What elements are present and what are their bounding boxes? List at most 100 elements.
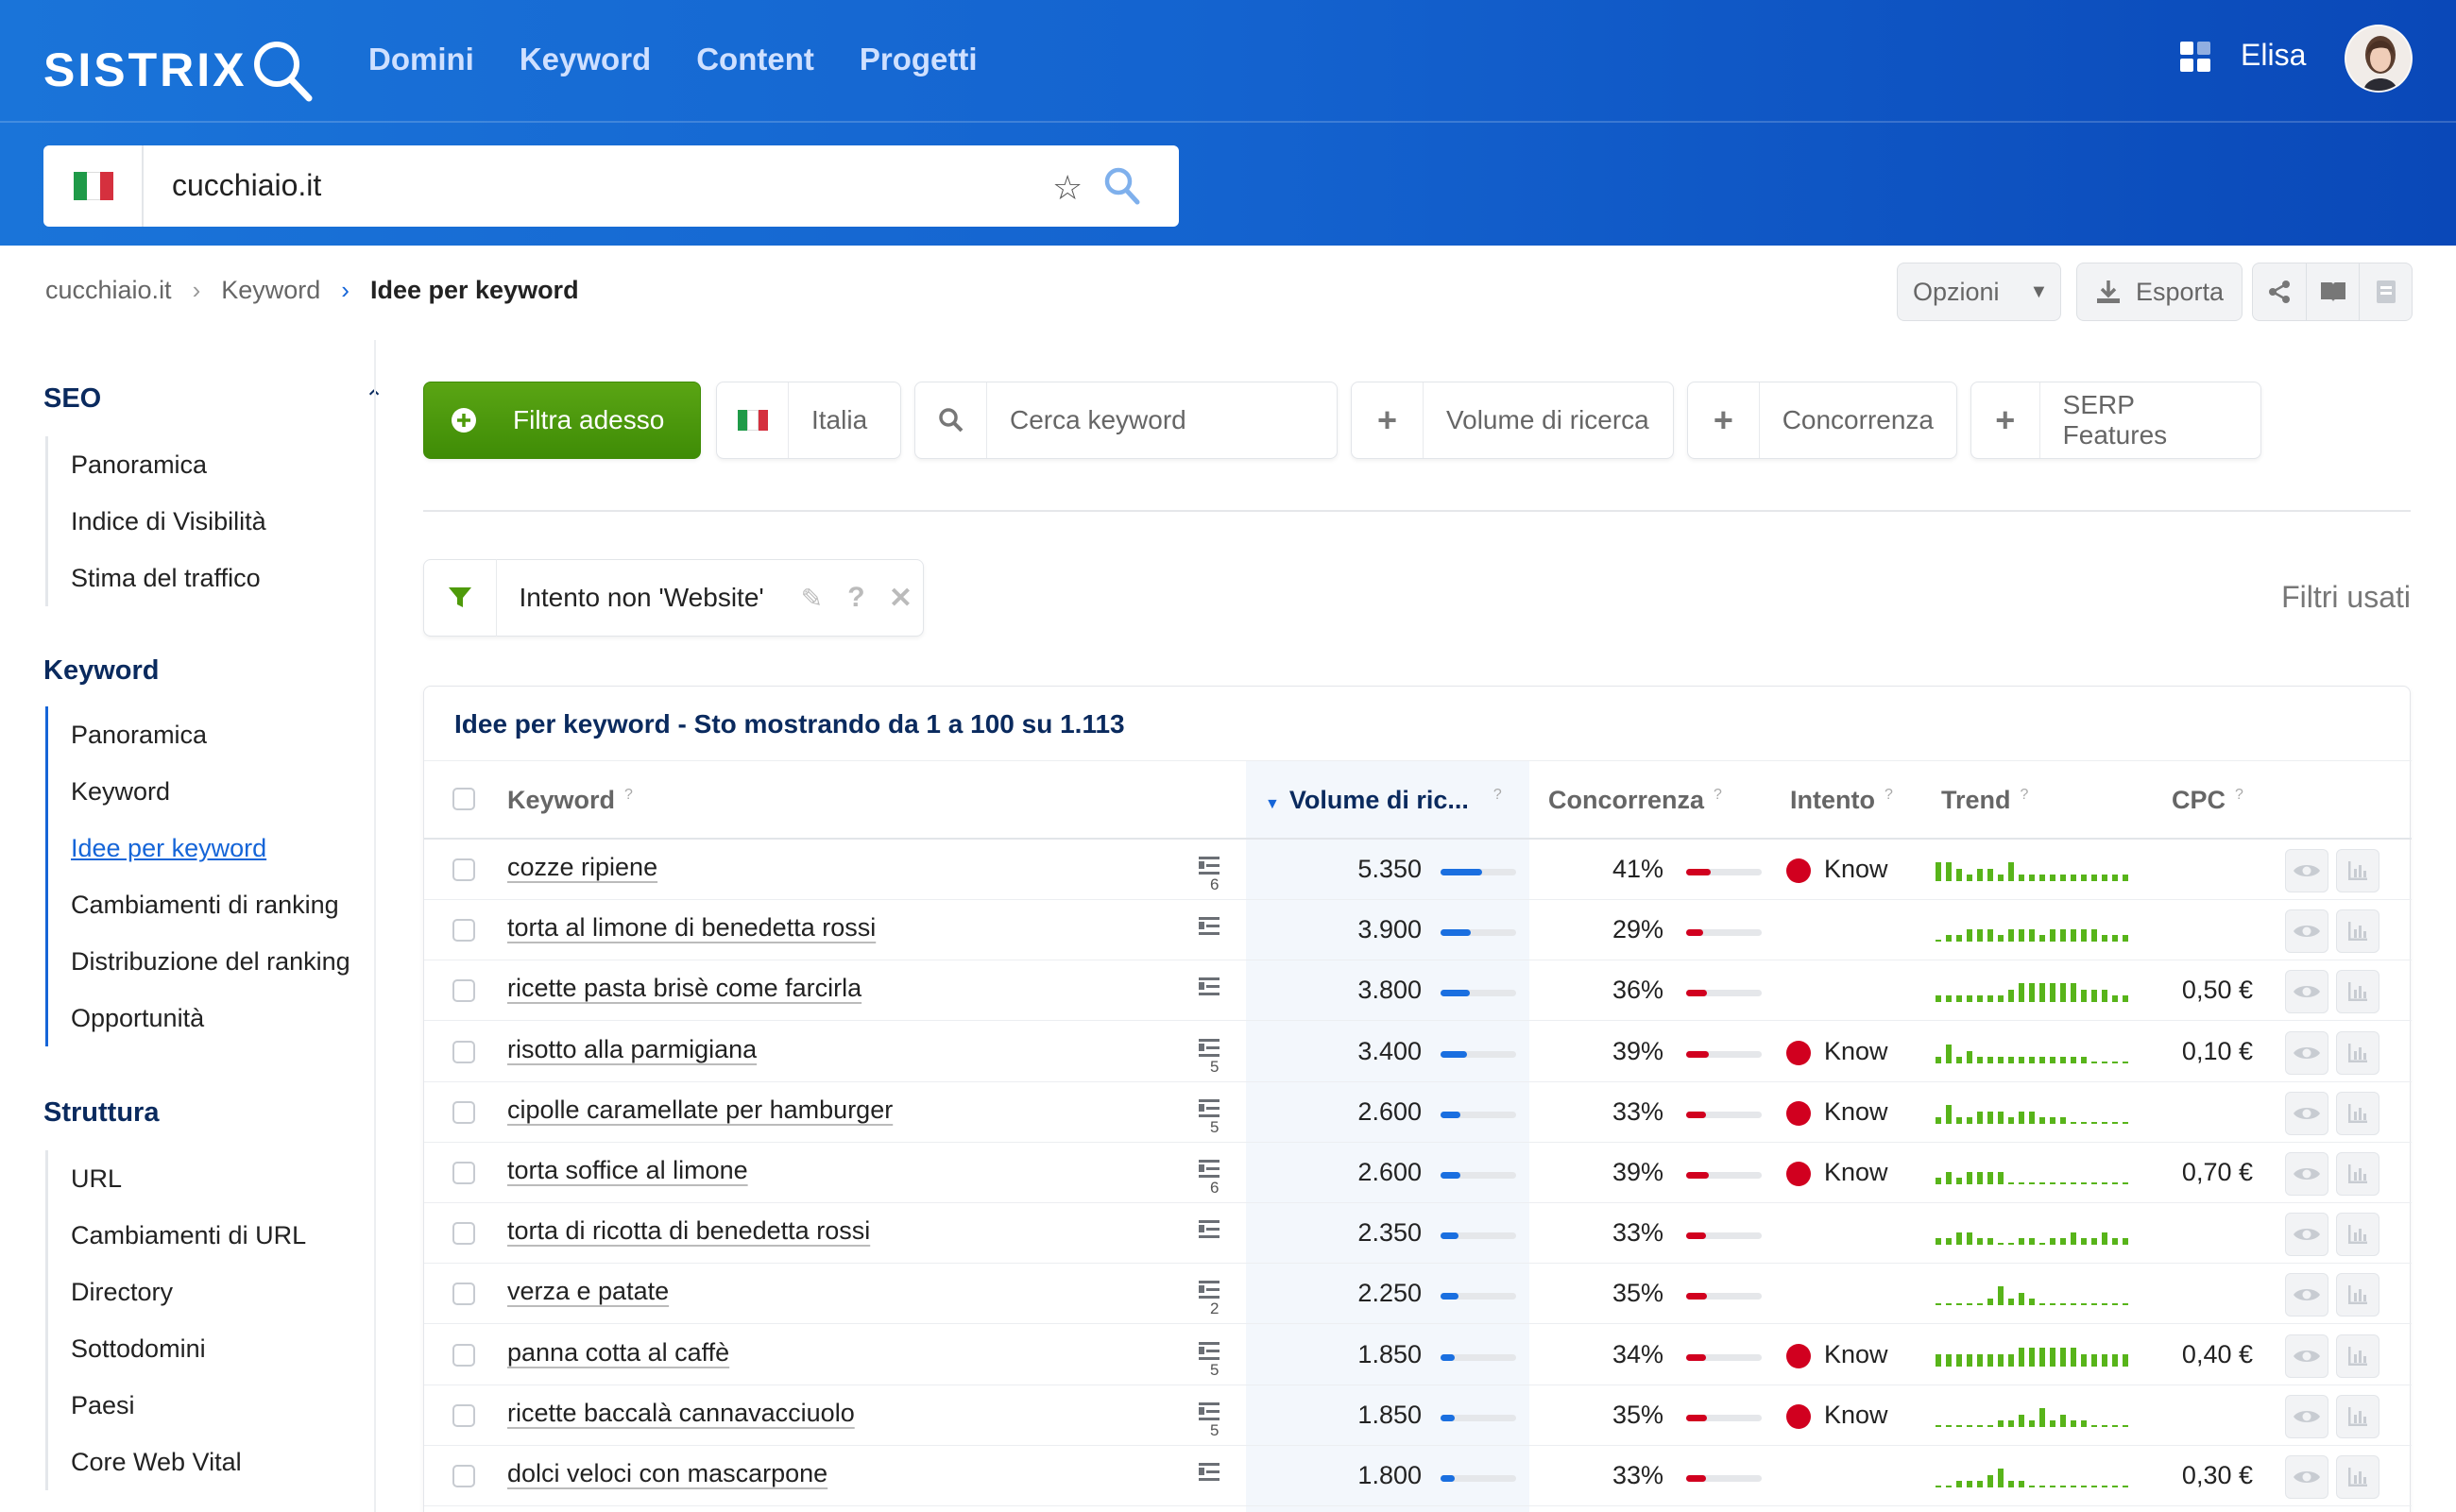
- volume-filter[interactable]: + Volume di ricerca: [1351, 382, 1674, 459]
- breadcrumb-keyword[interactable]: Keyword: [221, 276, 321, 304]
- serp-features-icon[interactable]: 5: [1191, 1094, 1223, 1136]
- row-checkbox[interactable]: [452, 1283, 475, 1306]
- bar-chart-icon[interactable]: [2336, 970, 2379, 1014]
- close-icon[interactable]: ✕: [888, 582, 913, 614]
- eye-icon[interactable]: [2285, 1273, 2328, 1317]
- sidebar-item-distribuzione-ranking[interactable]: Distribuzione del ranking: [71, 947, 350, 976]
- bar-chart-icon[interactable]: [2336, 1213, 2379, 1257]
- bar-chart-icon[interactable]: [2336, 1273, 2379, 1317]
- eye-icon[interactable]: [2285, 1091, 2328, 1135]
- eye-icon[interactable]: [2285, 1152, 2328, 1196]
- sidebar-section-keyword[interactable]: Keyword: [43, 655, 160, 686]
- bar-chart-icon[interactable]: [2336, 1030, 2379, 1075]
- sidebar-item-sottodomini[interactable]: Sottodomini: [71, 1334, 206, 1363]
- serp-features-icon[interactable]: 2: [1191, 1275, 1223, 1317]
- bar-chart-icon[interactable]: [2336, 1455, 2379, 1499]
- serp-features-icon[interactable]: [1191, 1457, 1223, 1495]
- nav-domini[interactable]: Domini: [368, 42, 474, 76]
- nav-keyword[interactable]: Keyword: [519, 42, 652, 76]
- user-avatar[interactable]: [2345, 25, 2413, 93]
- export-button[interactable]: Esporta: [2076, 263, 2243, 321]
- keyword-link[interactable]: ricette baccalà cannavacciuolo: [507, 1398, 855, 1427]
- report-icon[interactable]: [2359, 263, 2412, 321]
- keyword-link[interactable]: dolci veloci con mascarpone: [507, 1459, 828, 1487]
- bar-chart-icon[interactable]: [2336, 1152, 2379, 1196]
- bar-chart-icon[interactable]: [2336, 1091, 2379, 1135]
- keyword-link[interactable]: panna cotta al caffè: [507, 1337, 730, 1367]
- italy-flag-icon[interactable]: [74, 172, 113, 200]
- used-filters-link[interactable]: Filtri usati: [2281, 580, 2411, 614]
- sidebar-item-seo-panoramica[interactable]: Panoramica: [71, 450, 208, 479]
- eye-icon[interactable]: [2285, 1334, 2328, 1378]
- chevron-down-icon[interactable]: ▼: [2029, 280, 2049, 302]
- row-checkbox[interactable]: [452, 1100, 475, 1124]
- competition-filter[interactable]: + Concorrenza: [1687, 382, 1957, 459]
- column-keyword[interactable]: Keyword?: [507, 786, 633, 814]
- keyword-link[interactable]: torta soffice al limone: [507, 1156, 748, 1184]
- row-checkbox[interactable]: [452, 979, 475, 1003]
- serp-features-icon[interactable]: 6: [1191, 1154, 1223, 1197]
- bar-chart-icon[interactable]: [2336, 909, 2379, 954]
- row-checkbox[interactable]: [452, 1162, 475, 1184]
- keyword-search-field[interactable]: Cerca keyword: [914, 382, 1338, 459]
- sidebar-item-cambiamenti-url[interactable]: Cambiamenti di URL: [71, 1221, 307, 1249]
- sidebar-item-stima-traffico[interactable]: Stima del traffico: [71, 564, 261, 592]
- sidebar-item-indice-visibilita[interactable]: Indice di Visibilità: [71, 507, 266, 535]
- serp-features-icon[interactable]: 5: [1191, 1033, 1223, 1076]
- column-trend[interactable]: Trend?: [1941, 786, 2029, 814]
- keyword-link[interactable]: torta al limone di benedetta rossi: [507, 913, 877, 943]
- country-filter[interactable]: Italia: [716, 382, 901, 459]
- column-intent[interactable]: Intento?: [1790, 786, 1893, 814]
- sidebar-item-directory[interactable]: Directory: [71, 1278, 174, 1306]
- row-checkbox[interactable]: [452, 1465, 475, 1487]
- eye-icon[interactable]: [2285, 1213, 2328, 1257]
- column-competition[interactable]: Concorrenza?: [1548, 786, 1722, 814]
- nav-progetti[interactable]: Progetti: [859, 42, 978, 76]
- sidebar-item-kw-panoramica[interactable]: Panoramica: [71, 721, 208, 749]
- domain-search-bar[interactable]: cucchiaio.it ☆: [43, 145, 1179, 227]
- serp-features-filter[interactable]: + SERP Features: [1970, 382, 2261, 459]
- serp-features-icon[interactable]: 5: [1191, 1397, 1223, 1439]
- search-input[interactable]: cucchiaio.it: [172, 168, 322, 202]
- keyword-link[interactable]: risotto alla parmigiana: [507, 1034, 758, 1063]
- star-icon[interactable]: ☆: [1052, 168, 1083, 207]
- user-name[interactable]: Elisa: [2241, 38, 2307, 72]
- eye-icon[interactable]: [2285, 1030, 2328, 1075]
- serp-features-icon[interactable]: 5: [1191, 1336, 1223, 1379]
- sidebar-item-cambiamenti-ranking[interactable]: Cambiamenti di ranking: [71, 891, 339, 919]
- bar-chart-icon[interactable]: [2336, 849, 2379, 892]
- serp-features-icon[interactable]: 6: [1191, 851, 1223, 893]
- sidebar-section-struttura[interactable]: Struttura: [43, 1097, 160, 1128]
- row-checkbox[interactable]: [452, 919, 475, 943]
- column-volume[interactable]: ▼ Volume di ric...?: [1265, 786, 1502, 814]
- eye-icon[interactable]: [2285, 1394, 2328, 1438]
- sidebar-item-keyword[interactable]: Keyword: [71, 777, 171, 806]
- breadcrumb-domain[interactable]: cucchiaio.it: [45, 276, 172, 304]
- options-button[interactable]: Opzioni ▼: [1897, 263, 2061, 321]
- book-icon[interactable]: [2306, 263, 2359, 321]
- keyword-link[interactable]: ricette pasta brisè come farcirla: [507, 974, 862, 1003]
- sidebar-item-opportunita[interactable]: Opportunità: [71, 1004, 205, 1032]
- sidebar-item-idee-keyword[interactable]: Idee per keyword: [71, 834, 267, 862]
- nav-content[interactable]: Content: [696, 42, 814, 76]
- eye-icon[interactable]: [2285, 970, 2328, 1014]
- sidebar-item-core-web-vital[interactable]: Core Web Vital: [71, 1448, 242, 1476]
- sidebar-section-seo[interactable]: SEO: [43, 383, 102, 414]
- column-cpc[interactable]: CPC?: [2172, 786, 2243, 814]
- serp-features-icon[interactable]: [1191, 1215, 1223, 1252]
- apps-grid-icon[interactable]: [2180, 42, 2212, 74]
- help-icon[interactable]: ?: [847, 582, 865, 613]
- row-checkbox[interactable]: [452, 1403, 475, 1427]
- sistrix-logo[interactable]: SISTRIX: [43, 32, 315, 108]
- bar-chart-icon[interactable]: [2336, 1394, 2379, 1438]
- keyword-link[interactable]: cozze ripiene: [507, 853, 658, 881]
- serp-features-icon[interactable]: [1191, 972, 1223, 1010]
- search-icon[interactable]: [1103, 166, 1141, 206]
- active-filter-chip[interactable]: Intento non 'Website' ✎ ? ✕: [423, 559, 924, 637]
- select-all-checkbox[interactable]: [452, 788, 475, 810]
- row-checkbox[interactable]: [452, 1040, 475, 1063]
- keyword-link[interactable]: cipolle caramellate per hamburger: [507, 1095, 894, 1124]
- apply-filter-button[interactable]: Filtra adesso: [423, 382, 701, 459]
- serp-features-icon[interactable]: [1191, 911, 1223, 949]
- row-checkbox[interactable]: [452, 1222, 475, 1246]
